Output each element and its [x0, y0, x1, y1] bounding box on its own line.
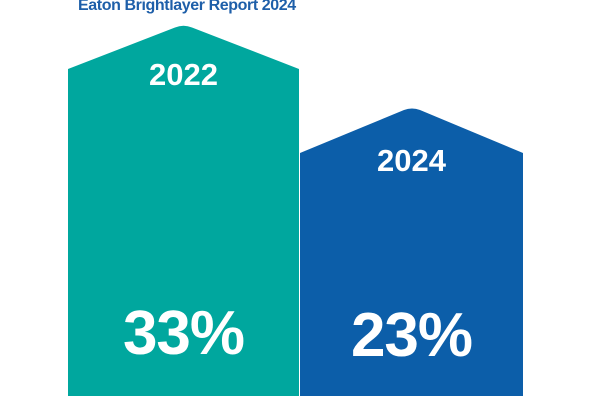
bar-2022-shape: [68, 25, 299, 396]
bar-2024-shape: [300, 108, 523, 396]
chart-title: Eaton Brightlayer Report 2024: [78, 0, 296, 14]
